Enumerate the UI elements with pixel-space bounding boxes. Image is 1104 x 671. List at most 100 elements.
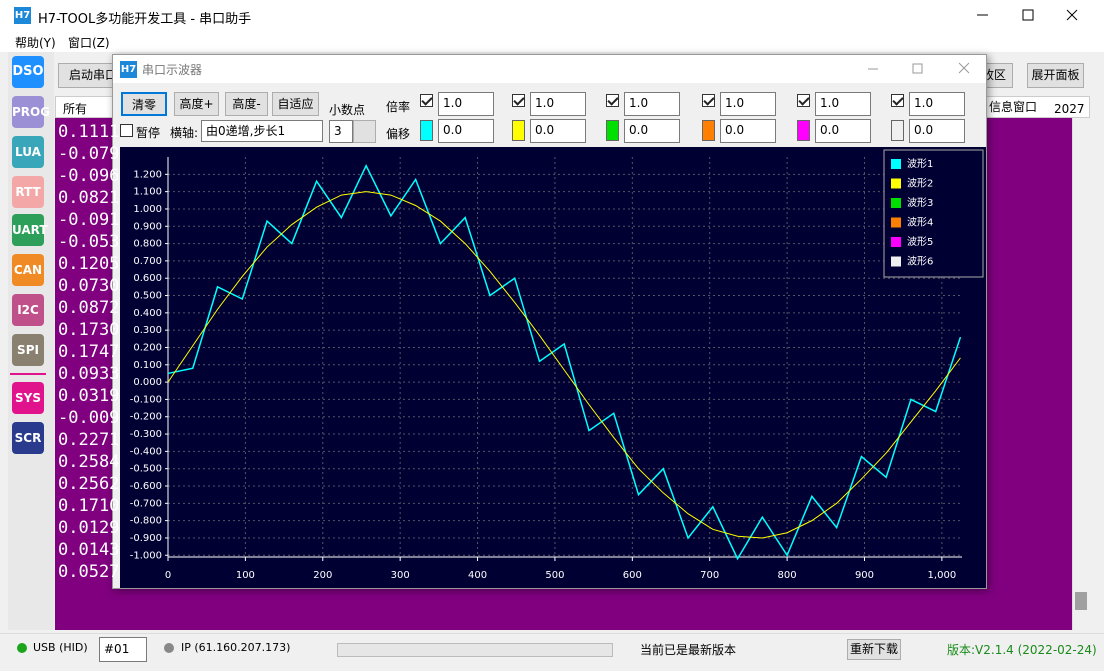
legend-label: 波形2 <box>907 177 933 190</box>
app-icon: H7 <box>14 7 31 24</box>
log-line: 0.2271 <box>58 430 120 450</box>
y-tick-label: 0.200 <box>133 342 162 353</box>
pause-checkbox[interactable] <box>120 124 133 137</box>
tool-button[interactable]: SPI <box>12 334 44 366</box>
menu-item[interactable]: 窗口(Z) <box>68 36 110 50</box>
y-tick-label: 0.100 <box>133 360 162 371</box>
scope-button[interactable]: 高度- <box>225 92 268 116</box>
x-tick-label: 700 <box>700 570 719 581</box>
offset-input[interactable]: 0.0 <box>720 119 776 143</box>
menu-item[interactable]: 帮助(Y) <box>15 36 56 50</box>
scope-button[interactable]: 自适应 <box>272 92 319 116</box>
window-controls[interactable] <box>960 0 1104 30</box>
spinner[interactable] <box>353 120 376 143</box>
x-tick-label: 500 <box>545 570 564 581</box>
tool-button[interactable]: PROG <box>12 96 50 128</box>
scale-checkbox[interactable] <box>420 94 433 107</box>
status-message: 当前已是最新版本 <box>640 643 737 657</box>
scope-controls[interactable] <box>860 56 980 82</box>
y-tick-label: -0.900 <box>130 533 162 544</box>
scale-input[interactable]: 1.0 <box>624 92 680 116</box>
scale-checkbox[interactable] <box>797 94 810 107</box>
log-line: 0.1730 <box>58 320 120 340</box>
offset-input[interactable]: 0.0 <box>909 119 965 143</box>
channel-color[interactable] <box>702 120 715 141</box>
download-button[interactable]: 重新下载 <box>847 639 901 660</box>
channel-color[interactable] <box>606 120 619 141</box>
tool-button[interactable]: UART <box>12 214 48 246</box>
scale-input[interactable]: 1.0 <box>530 92 586 116</box>
usb-led <box>17 643 27 653</box>
channel-color[interactable] <box>512 120 525 141</box>
log-line: 0.1111 <box>58 122 120 142</box>
legend-label: 波形1 <box>907 157 933 170</box>
series-line <box>167 191 961 539</box>
tool-button[interactable]: SCR <box>12 422 44 454</box>
window-title: H7-TOOL多功能开发工具 - 串口助手 <box>38 12 252 27</box>
y-tick-label: -0.300 <box>130 429 162 440</box>
log-line: 0.0821 <box>58 188 120 208</box>
expand-button[interactable]: 展开面板 <box>1027 63 1084 88</box>
tab[interactable]: 信息窗口 <box>989 100 1038 114</box>
scale-input[interactable]: 1.0 <box>909 92 965 116</box>
tool-button[interactable]: LUA <box>12 136 44 168</box>
scale-checkbox[interactable] <box>512 94 525 107</box>
channel-color[interactable] <box>420 120 433 141</box>
scale-checkbox[interactable] <box>702 94 715 107</box>
y-tick-label: 1.000 <box>133 204 162 215</box>
log-line: 0.0129 <box>58 518 120 538</box>
version: 版本:V2.1.4 (2022-02-24) <box>947 643 1097 657</box>
scale-input[interactable]: 1.0 <box>438 92 494 116</box>
legend-swatch <box>891 237 901 247</box>
channel-color[interactable] <box>797 120 810 141</box>
decimal-input[interactable]: 3 <box>329 120 353 143</box>
y-tick-label: 0.800 <box>133 239 162 250</box>
scale-input[interactable]: 1.0 <box>815 92 871 116</box>
offset-input[interactable]: 0.0 <box>624 119 680 143</box>
y-tick-label: -0.200 <box>130 412 162 423</box>
usb-status: USB (HID) <box>33 641 88 654</box>
port-select[interactable]: #01 <box>99 637 147 662</box>
tool-button[interactable]: RTT <box>12 176 44 208</box>
offset-input[interactable]: 0.0 <box>530 119 586 143</box>
legend-label: 波形4 <box>907 216 933 229</box>
log-line: 0.0933 <box>58 364 120 384</box>
progress-bar <box>337 643 613 657</box>
scope-button[interactable]: 清零 <box>121 92 167 116</box>
log-line: 0.2584 <box>58 452 120 472</box>
xaxis-select[interactable]: 由0递增,步长1 <box>201 120 323 142</box>
scale-input[interactable]: 1.0 <box>720 92 776 116</box>
y-tick-label: -0.700 <box>130 498 162 509</box>
tab[interactable]: 所有 <box>63 102 88 116</box>
y-tick-label: 0.000 <box>133 377 162 388</box>
x-tick-label: 300 <box>391 570 410 581</box>
y-tick-label: -1.000 <box>130 550 162 561</box>
ip-status: IP (61.160.207.173) <box>181 641 291 654</box>
scale-checkbox[interactable] <box>891 94 904 107</box>
legend-swatch <box>891 159 901 169</box>
log-line: 0.0527 <box>58 562 120 582</box>
y-tick-label: 0.900 <box>133 221 162 232</box>
scope-button[interactable]: 高度+ <box>174 92 219 116</box>
scrollbar[interactable] <box>1072 118 1089 630</box>
x-tick-label: 100 <box>236 570 255 581</box>
channel-color[interactable] <box>891 120 904 141</box>
log-line: 0.1747 <box>58 342 120 362</box>
offset-input[interactable]: 0.0 <box>438 119 494 143</box>
log-line: -0.053 <box>58 232 120 252</box>
log-line: 0.2562 <box>58 474 120 494</box>
tool-button[interactable]: DSO <box>12 56 44 88</box>
scale-checkbox[interactable] <box>606 94 619 107</box>
tool-button[interactable]: CAN <box>12 254 44 286</box>
log-line: 0.0319 <box>58 386 120 406</box>
tool-button[interactable]: I2C <box>12 294 44 326</box>
offset-input[interactable]: 0.0 <box>815 119 871 143</box>
x-tick-label: 400 <box>468 570 487 581</box>
tool-button[interactable]: SYS <box>12 382 44 414</box>
x-tick-label: 0 <box>165 570 171 581</box>
log-line: 0.0730 <box>58 276 120 296</box>
log-line: 0.0872 <box>58 298 120 318</box>
label: 倍率 <box>386 100 411 114</box>
label: 小数点 <box>329 103 366 117</box>
